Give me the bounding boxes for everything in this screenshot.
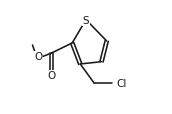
Text: O: O: [47, 71, 56, 81]
Text: S: S: [83, 16, 89, 25]
Text: O: O: [34, 52, 42, 62]
Text: Cl: Cl: [116, 78, 126, 88]
